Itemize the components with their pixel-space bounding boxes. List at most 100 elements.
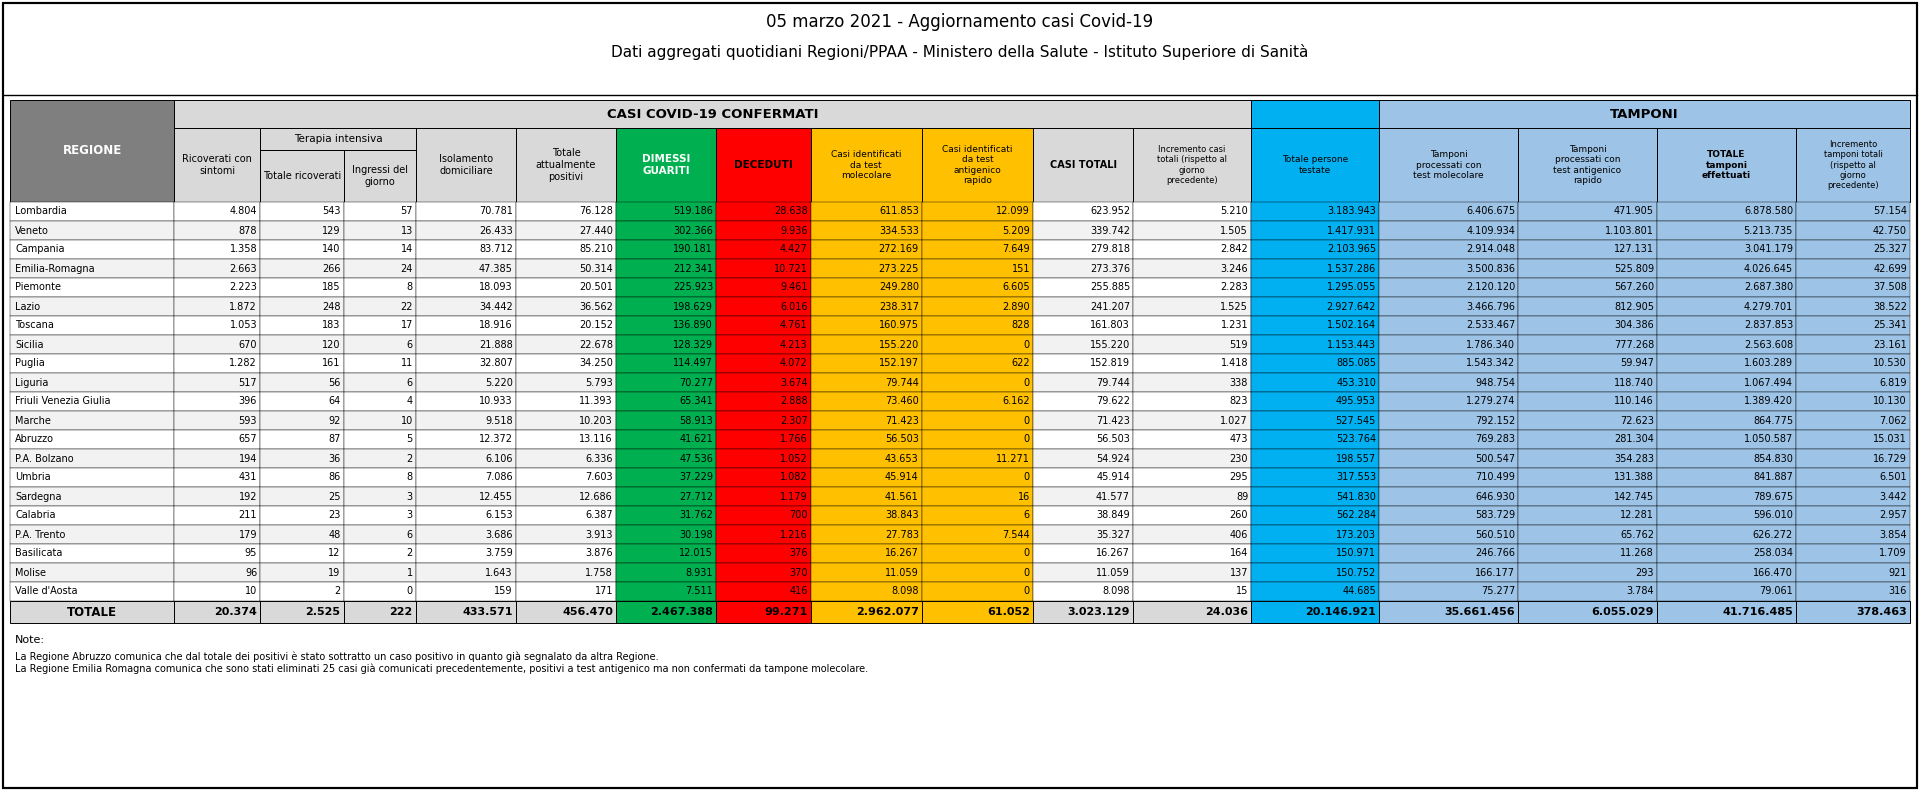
Bar bbox=[616, 411, 716, 430]
Text: 13: 13 bbox=[401, 225, 413, 236]
Bar bbox=[175, 297, 261, 316]
Text: 1.231: 1.231 bbox=[1221, 320, 1248, 331]
Text: 1.295.055: 1.295.055 bbox=[1327, 282, 1377, 293]
Bar bbox=[1519, 221, 1657, 240]
Bar bbox=[175, 506, 261, 525]
Bar bbox=[261, 525, 344, 544]
Bar bbox=[1795, 335, 1910, 354]
Text: 1.216: 1.216 bbox=[780, 529, 808, 539]
Bar bbox=[1379, 316, 1519, 335]
Text: 2.837.853: 2.837.853 bbox=[1743, 320, 1793, 331]
Text: 471.905: 471.905 bbox=[1615, 206, 1653, 217]
Text: 183: 183 bbox=[323, 320, 340, 331]
Bar bbox=[810, 487, 922, 506]
Text: 79.744: 79.744 bbox=[885, 377, 920, 388]
Bar bbox=[1519, 563, 1657, 582]
Text: 543: 543 bbox=[323, 206, 340, 217]
Text: 136.890: 136.890 bbox=[674, 320, 712, 331]
Bar bbox=[261, 392, 344, 411]
Text: 24: 24 bbox=[401, 263, 413, 274]
Text: 20.501: 20.501 bbox=[580, 282, 612, 293]
Bar bbox=[10, 297, 175, 316]
Bar bbox=[516, 278, 616, 297]
Bar bbox=[417, 582, 516, 601]
Bar bbox=[1133, 544, 1252, 563]
Bar bbox=[175, 487, 261, 506]
Text: REGIONE: REGIONE bbox=[61, 145, 121, 157]
Text: 3.023.129: 3.023.129 bbox=[1068, 607, 1131, 617]
Text: 3.466.796: 3.466.796 bbox=[1467, 301, 1515, 312]
Text: 42.750: 42.750 bbox=[1874, 225, 1907, 236]
Text: 0: 0 bbox=[407, 586, 413, 596]
Bar bbox=[10, 506, 175, 525]
Bar bbox=[810, 449, 922, 468]
Text: 10: 10 bbox=[246, 586, 257, 596]
Text: 2: 2 bbox=[407, 453, 413, 464]
Text: 65.762: 65.762 bbox=[1620, 529, 1653, 539]
Text: 36.562: 36.562 bbox=[580, 301, 612, 312]
Bar bbox=[261, 506, 344, 525]
Bar bbox=[175, 392, 261, 411]
Text: 623.952: 623.952 bbox=[1091, 206, 1131, 217]
Text: 523.764: 523.764 bbox=[1336, 434, 1377, 445]
Text: 15: 15 bbox=[1236, 586, 1248, 596]
Bar bbox=[417, 335, 516, 354]
Bar bbox=[516, 240, 616, 259]
Bar bbox=[1519, 506, 1657, 525]
Bar bbox=[1795, 392, 1910, 411]
Bar bbox=[344, 373, 417, 392]
Bar bbox=[1133, 128, 1252, 202]
Text: 4.427: 4.427 bbox=[780, 244, 808, 255]
Text: 12: 12 bbox=[328, 548, 340, 558]
Text: 20.152: 20.152 bbox=[580, 320, 612, 331]
Text: 161.803: 161.803 bbox=[1091, 320, 1131, 331]
Bar bbox=[922, 354, 1033, 373]
Text: 6: 6 bbox=[407, 529, 413, 539]
Bar bbox=[10, 392, 175, 411]
Bar bbox=[1133, 259, 1252, 278]
Bar bbox=[417, 392, 516, 411]
Text: 710.499: 710.499 bbox=[1475, 472, 1515, 483]
Text: 317.553: 317.553 bbox=[1336, 472, 1377, 483]
Bar bbox=[1133, 297, 1252, 316]
Text: 194: 194 bbox=[238, 453, 257, 464]
Text: CASI TOTALI: CASI TOTALI bbox=[1050, 160, 1117, 170]
Text: 500.547: 500.547 bbox=[1475, 453, 1515, 464]
Bar bbox=[616, 468, 716, 487]
Text: 152.197: 152.197 bbox=[879, 358, 920, 369]
Bar bbox=[344, 430, 417, 449]
Bar bbox=[1795, 202, 1910, 221]
Text: 76.128: 76.128 bbox=[580, 206, 612, 217]
Bar bbox=[516, 468, 616, 487]
Bar bbox=[1795, 128, 1910, 202]
Text: 8.098: 8.098 bbox=[891, 586, 920, 596]
Bar bbox=[1379, 582, 1519, 601]
Text: 519.186: 519.186 bbox=[674, 206, 712, 217]
Text: Liguria: Liguria bbox=[15, 377, 48, 388]
Bar bbox=[417, 525, 516, 544]
Bar bbox=[1795, 430, 1910, 449]
Bar bbox=[417, 411, 516, 430]
Bar bbox=[716, 525, 810, 544]
Text: 89: 89 bbox=[1236, 491, 1248, 501]
Bar bbox=[417, 430, 516, 449]
Text: 657: 657 bbox=[238, 434, 257, 445]
Bar bbox=[1252, 468, 1379, 487]
Text: 5.213.735: 5.213.735 bbox=[1743, 225, 1793, 236]
Text: 10.130: 10.130 bbox=[1874, 396, 1907, 407]
Text: 646.930: 646.930 bbox=[1475, 491, 1515, 501]
Text: 1.417.931: 1.417.931 bbox=[1327, 225, 1377, 236]
Text: 700: 700 bbox=[789, 510, 808, 520]
Text: 12.455: 12.455 bbox=[478, 491, 513, 501]
Text: 1.027: 1.027 bbox=[1221, 415, 1248, 426]
Bar bbox=[1133, 392, 1252, 411]
Bar bbox=[810, 525, 922, 544]
Text: Dati aggregati quotidiani Regioni/PPAA - Ministero della Salute - Istituto Super: Dati aggregati quotidiani Regioni/PPAA -… bbox=[611, 44, 1309, 60]
Bar bbox=[810, 506, 922, 525]
Text: 47.536: 47.536 bbox=[680, 453, 712, 464]
Bar bbox=[175, 100, 1252, 128]
Text: 152.819: 152.819 bbox=[1091, 358, 1131, 369]
Text: La Regione Abruzzo comunica che dal totale dei positivi è stato sottratto un cas: La Regione Abruzzo comunica che dal tota… bbox=[15, 651, 659, 661]
Bar bbox=[10, 316, 175, 335]
Text: 3.674: 3.674 bbox=[780, 377, 808, 388]
